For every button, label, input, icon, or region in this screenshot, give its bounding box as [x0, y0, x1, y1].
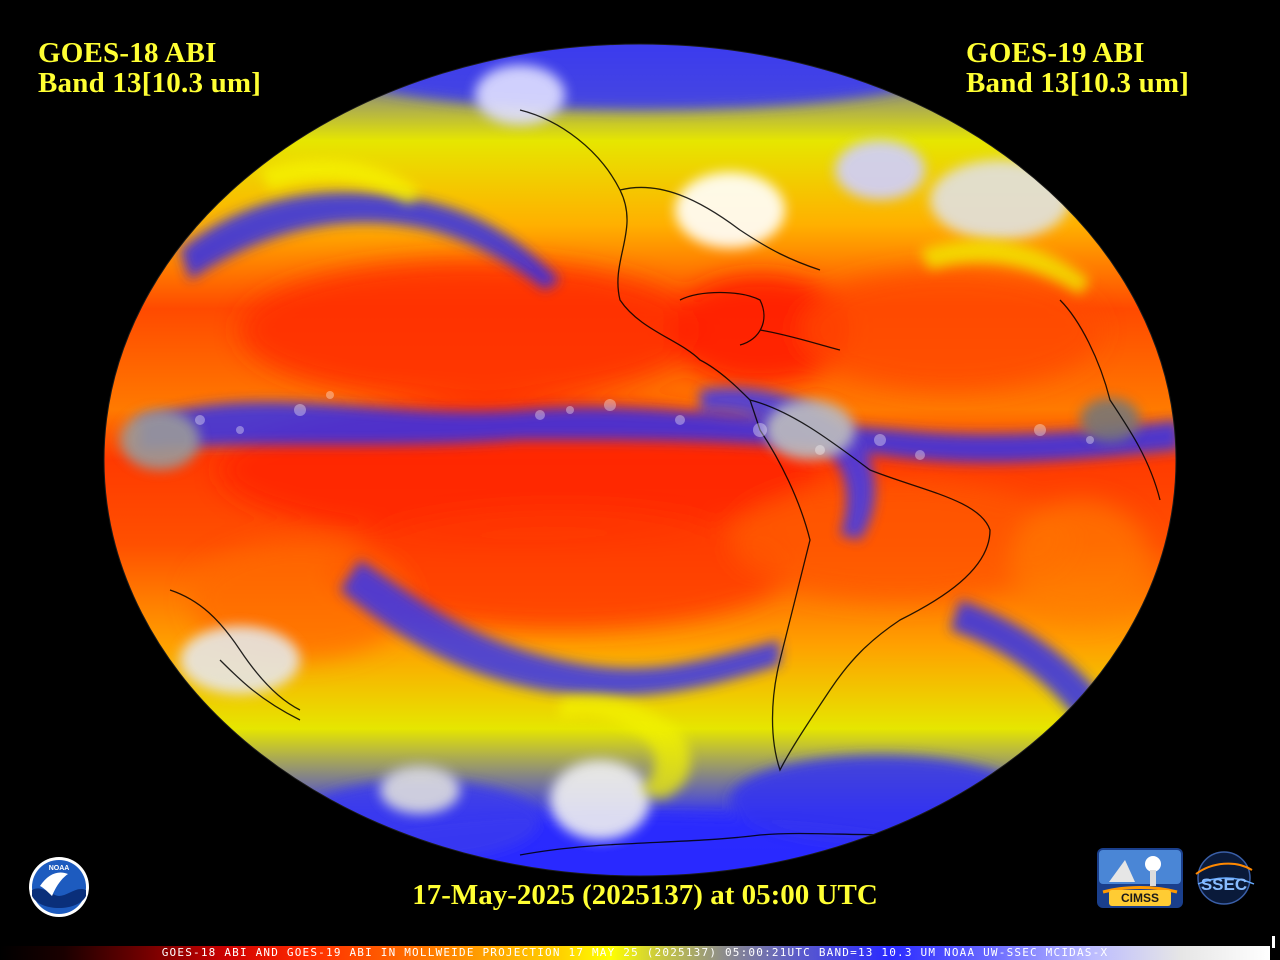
cimss-logo-text: CIMSS: [1121, 891, 1159, 905]
right-satellite-name: GOES-19 ABI: [966, 37, 1145, 69]
right-satellite-title: GOES-19 ABI Band 13[10.3 um]: [966, 38, 1189, 98]
colorbar-caption: GOES-18 ABI AND GOES-19 ABI IN MOLLWEIDE…: [161, 946, 1109, 959]
cimss-logo: CIMSS: [1097, 848, 1183, 908]
noaa-logo-text: NOAA: [49, 865, 70, 872]
temperature-colorbar: [0, 946, 1270, 960]
right-satellite-band: Band 13[10.3 um]: [966, 67, 1190, 99]
left-satellite-name: GOES-18 ABI: [38, 37, 217, 69]
colorbar-end-tick: [1272, 936, 1275, 948]
image-timestamp: 17-May-2025 (2025137) at 05:00 UTC: [412, 879, 878, 911]
ssec-logo-text: SSEC: [1201, 875, 1247, 894]
noaa-logo: NOAA: [29, 857, 89, 917]
left-satellite-band: Band 13[10.3 um]: [38, 67, 262, 99]
left-satellite-title: GOES-18 ABI Band 13[10.3 um]: [38, 38, 261, 98]
ssec-logo: SSEC: [1195, 851, 1255, 905]
